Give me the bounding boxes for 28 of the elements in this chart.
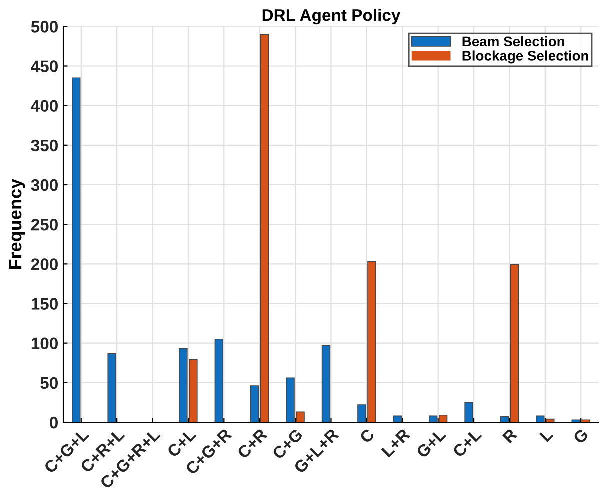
- x-tick-label: C+R: [236, 428, 268, 460]
- y-tick-label: 0: [50, 416, 58, 429]
- x-tick-label: R: [502, 428, 518, 444]
- bar: [72, 78, 81, 423]
- y-tick-label: 450: [31, 60, 58, 72]
- chart-title: DRL Agent Policy: [262, 9, 401, 25]
- y-tick-label: 350: [31, 140, 58, 152]
- legend-label: Blockage Selection: [462, 50, 588, 64]
- bar: [464, 402, 474, 423]
- y-axis-title: Frequency: [9, 179, 26, 270]
- bar: [214, 338, 224, 423]
- y-tick-label: 400: [31, 100, 58, 112]
- y-tick-label: 300: [31, 179, 58, 192]
- legend-label: Beam Selection: [462, 36, 564, 47]
- bar: [322, 345, 331, 423]
- x-tick-label: C: [359, 428, 376, 444]
- y-tick-label: 500: [31, 21, 58, 33]
- x-tick-label: L: [539, 428, 554, 442]
- y-tick-label: 100: [32, 338, 58, 350]
- x-tick-label: G+L: [416, 428, 447, 459]
- y-tick-label: 50: [40, 377, 58, 390]
- x-tick-label: C+L: [452, 428, 482, 458]
- x-tick-label: G: [572, 428, 590, 445]
- bar: [393, 416, 402, 423]
- y-tick-label: 200: [31, 258, 58, 270]
- y-tick-label: 150: [32, 298, 58, 310]
- bar: [108, 353, 116, 423]
- y-tick-label: 250: [31, 218, 58, 231]
